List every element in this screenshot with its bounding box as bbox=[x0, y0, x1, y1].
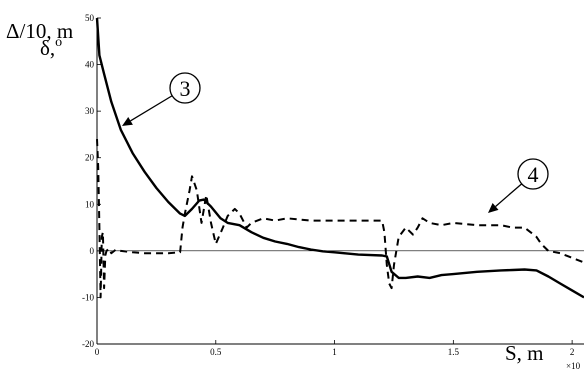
annotation-arrow-shaft bbox=[495, 183, 523, 207]
x-tick-label: 1 bbox=[332, 347, 337, 357]
y-tick-label: 30 bbox=[85, 106, 95, 116]
y-tick-label: 10 bbox=[85, 199, 95, 209]
y-axis-label-line1: Δ/10, m bbox=[6, 19, 73, 43]
y-axis-label-line2: δ,o bbox=[40, 35, 62, 60]
annotation-3: 3 bbox=[122, 72, 201, 126]
annotation-circle bbox=[517, 158, 549, 190]
y-axis-label-delta: δ, bbox=[40, 36, 55, 60]
annotation-circle bbox=[169, 72, 201, 104]
y-tick-label: 40 bbox=[85, 60, 95, 70]
annotation-arrow-head bbox=[488, 203, 499, 213]
annotations: 34 bbox=[122, 72, 549, 213]
series-layer bbox=[95, 17, 584, 299]
x-tick-label: 0 bbox=[95, 347, 100, 357]
series-line-4 bbox=[96, 139, 584, 299]
x-tick-label: 0.5 bbox=[210, 347, 222, 357]
annotation-arrow-shaft bbox=[130, 95, 173, 122]
y-tick-label: 20 bbox=[85, 153, 95, 163]
x-ticks: 0 0.5 1 1.5 2 bbox=[95, 340, 575, 357]
annotation-label: 4 bbox=[528, 162, 539, 187]
y-tick-label: -20 bbox=[82, 339, 94, 349]
annotation-arrow-head bbox=[122, 116, 133, 126]
y-tick-label: 0 bbox=[90, 246, 95, 256]
annotation-4: 4 bbox=[488, 158, 549, 213]
y-tick-label: -10 bbox=[82, 292, 94, 302]
x-axis-multiplier: ×10 bbox=[566, 361, 581, 370]
y-tick-label: 50 bbox=[85, 13, 95, 23]
x-tick-label: 1.5 bbox=[448, 347, 460, 357]
series-line-3 bbox=[95, 17, 584, 299]
x-axis-label: S, m bbox=[505, 341, 544, 365]
x-tick-label: 2 bbox=[570, 347, 575, 357]
annotation-label: 3 bbox=[180, 76, 191, 101]
y-axis-label-degree: o bbox=[55, 35, 62, 50]
